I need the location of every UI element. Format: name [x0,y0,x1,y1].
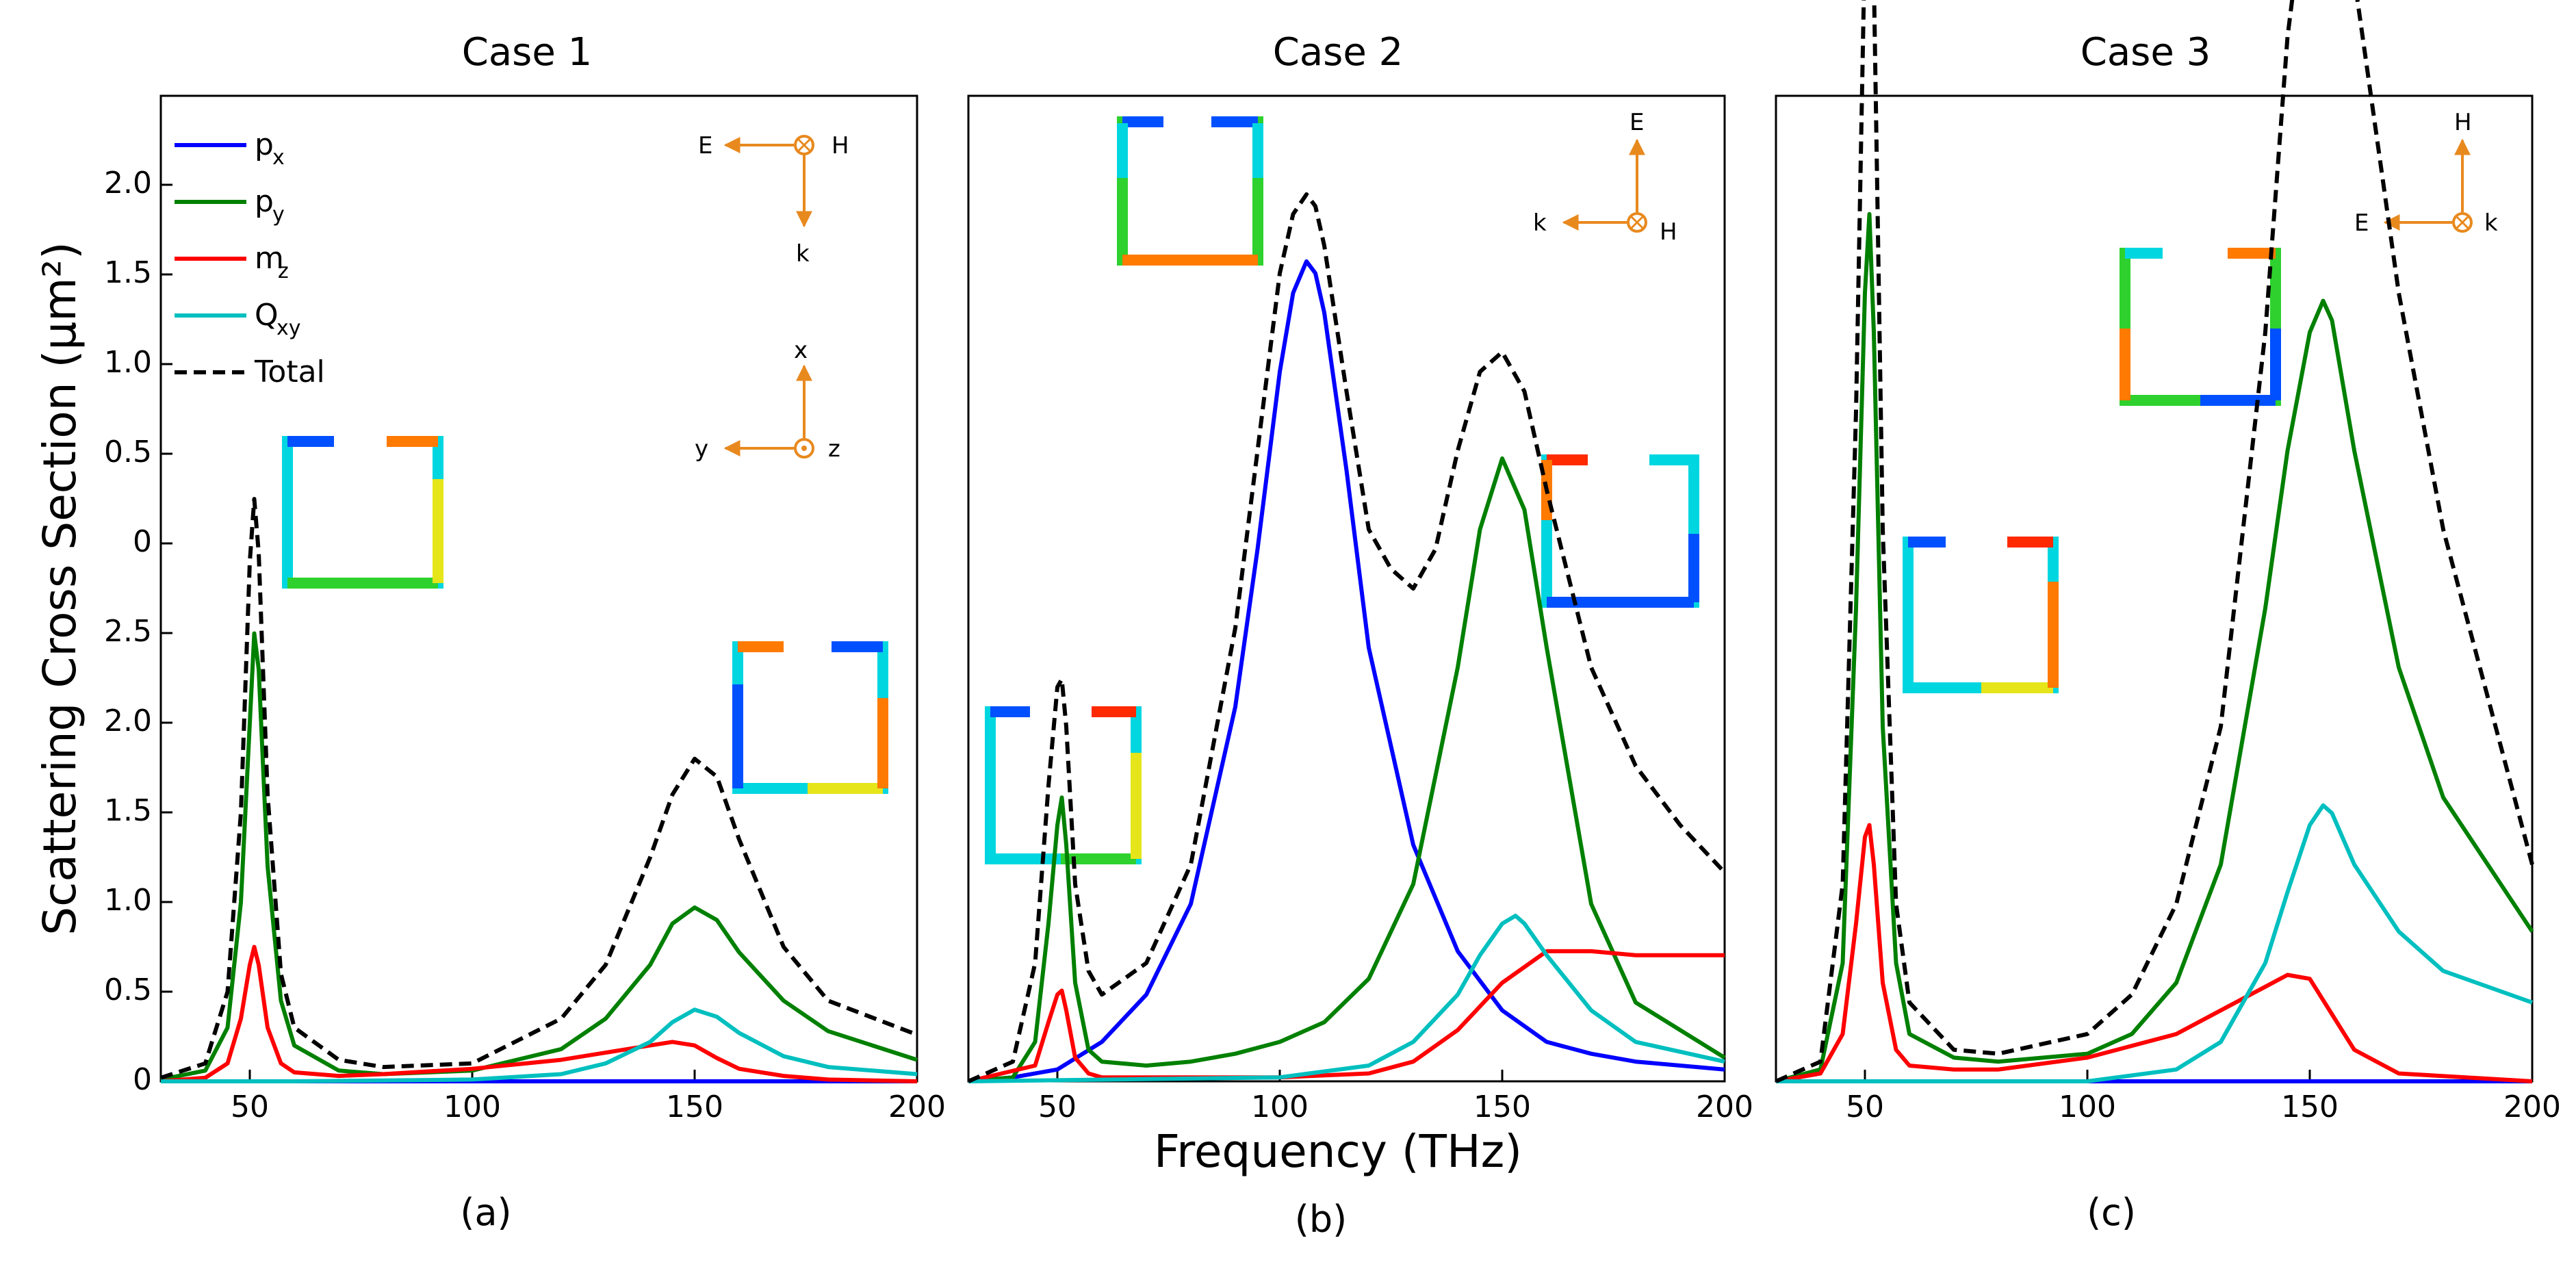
svg-text:Total: Total [254,355,325,389]
series-line-qxy [968,914,1725,1083]
series-line-mz [160,944,918,1083]
y-tick-label: 2.0 [104,704,152,738]
panel-b-frame [967,94,1726,1083]
panel-a-label: (a) [460,1191,511,1234]
y-ticks [161,183,172,1083]
svg-text:y: y [272,203,285,227]
legend-item-mz: m z [175,241,289,283]
resonator-inset [2120,248,2281,406]
y-tick-label: 1.5 [104,793,152,828]
svg-text:Q: Q [255,298,279,333]
x-tick-label: 50 [1038,1090,1077,1124]
panel-b-plot: 50 100 150 200 [967,192,1753,1124]
y-tick-label: 0 [133,524,152,559]
series-line-py [968,456,1726,1083]
y-tick-label: 1.0 [104,345,152,380]
svg-text:x: x [272,146,285,170]
svg-text:k: k [796,240,810,268]
resonator-inset [985,706,1142,864]
panel-c-label: (c) [2087,1191,2136,1234]
svg-text:E: E [1630,109,1644,136]
field-orientation-b: E k H [1533,109,1677,246]
legend-item-total: Total [175,355,325,389]
legend: p x p y m z Q xy Total [175,127,325,389]
legend-item-py: p y [175,184,285,227]
resonator-inset [732,641,888,794]
panel-c-plot: 50 100 150 200 [1775,0,2561,1124]
series-line-qxy [1776,803,2534,1083]
x-tick-label: 50 [1846,1090,1884,1124]
panel-b-label: (b) [1295,1198,1347,1241]
legend-item-px: p x [175,127,285,170]
svg-text:E: E [698,132,712,159]
y-tick-label: 2.0 [104,166,152,201]
panel-c-frame [1775,94,2534,1083]
series-line-py [1775,211,2534,1083]
x-tick-label: 150 [1473,1090,1531,1124]
legend-item-qxy: Q xy [175,298,301,340]
series-line-px [968,259,1725,1083]
svg-text:H: H [1660,218,1677,246]
resonator-inset [1903,537,2059,693]
coordinate-axes-a: x y z [695,337,840,463]
series-line-total [1775,0,2534,1083]
case-3-title: Case 3 [2081,30,2211,75]
field-orientation-a: E H k [698,132,849,268]
series-line-total [160,497,918,1080]
y-tick-labels: 0 0.5 1.0 1.5 2.0 2.5 0 0.5 1.0 1.5 2.0 [104,166,152,1097]
svg-text:z: z [828,435,840,463]
y-tick-label: 1.0 [104,883,152,918]
resonator-inset [282,436,443,589]
x-tick-label: 200 [1696,1090,1753,1124]
x-tick-label: 200 [2503,1090,2561,1124]
resonator-insets [282,116,2281,864]
resonator-inset [1117,116,1263,266]
series-line-py [160,631,918,1082]
panel-a-plot: 50 100 150 200 [160,497,946,1124]
y-tick-label: 0.5 [104,435,152,469]
y-tick-label: 2.5 [104,614,152,649]
field-orientation-c: H E k [2354,109,2498,237]
svg-text:p: p [255,127,274,162]
svg-text:k: k [2484,209,2498,237]
svg-text:xy: xy [276,316,301,340]
x-tick-label: 150 [2281,1090,2339,1124]
y-axis-label: Scattering Cross Section (μm²) [34,242,86,936]
y-tick-label: 0.5 [104,973,152,1007]
x-tick-label: 100 [2059,1090,2116,1124]
svg-text:E: E [2354,209,2369,237]
svg-text:x: x [794,337,808,364]
case-1-title: Case 1 [462,30,592,75]
svg-text:p: p [255,184,274,219]
svg-text:H: H [2454,109,2472,136]
x-axis-label: Frequency (THz) [1154,1125,1522,1178]
x-tick-label: 50 [231,1090,269,1124]
svg-text:z: z [278,259,289,283]
x-tick-label: 150 [666,1090,723,1124]
case-2-title: Case 2 [1273,30,1403,75]
svg-text:y: y [695,435,708,463]
y-tick-label: 1.5 [104,255,152,290]
svg-text:H: H [832,132,849,159]
series-line-total [967,192,1727,1083]
y-tick-label: 0 [133,1062,152,1097]
svg-text:k: k [1533,209,1547,237]
x-tick-label: 100 [443,1090,501,1124]
series-line-mz [1775,823,2533,1083]
series-line-qxy [161,1007,918,1083]
x-tick-label: 100 [1251,1090,1309,1124]
x-tick-label: 200 [888,1090,946,1124]
svg-text:m: m [255,241,284,276]
